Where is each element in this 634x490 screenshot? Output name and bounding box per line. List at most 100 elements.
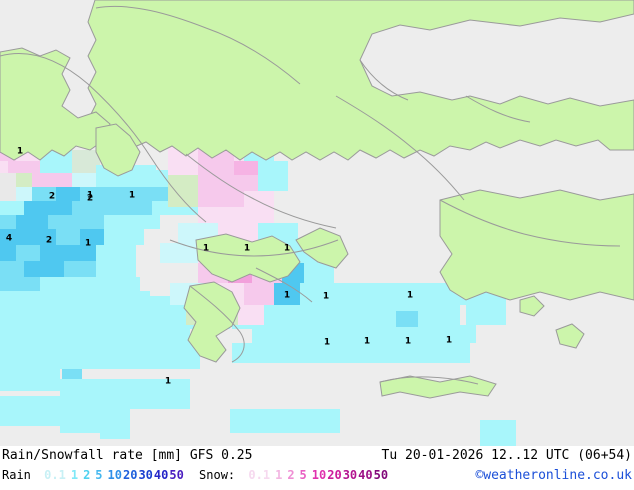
precip-cell (32, 187, 56, 201)
precip-value-label: 1 (84, 238, 92, 249)
precip-cell (56, 173, 72, 187)
precip-value-label: 1 (445, 335, 453, 346)
precip-cell (238, 305, 264, 325)
rain-scale-stops: 0.1 1 2 5 1020304050 (38, 468, 192, 482)
precip-cell (72, 173, 96, 187)
precip-cell (0, 277, 40, 291)
legend-stop: 40 (153, 468, 169, 482)
precip-cell (56, 229, 80, 245)
legend-stop: 30 (342, 468, 358, 482)
precip-cell (80, 229, 104, 245)
precip-cell (0, 369, 60, 391)
precip-cell (56, 187, 80, 201)
precip-value-label: 1 (322, 291, 330, 302)
precip-cell (24, 261, 64, 277)
precip-cell (40, 161, 72, 173)
precip-cell (0, 229, 24, 245)
precip-value-label: 4 (5, 233, 13, 244)
footer-row-title: Rain/Snowfall rate [mm] GFS 0.25 Tu 20-0… (0, 448, 634, 468)
precip-value-label: 1 (243, 243, 251, 254)
precip-cell (72, 150, 100, 173)
precip-cell (264, 305, 340, 325)
legend-stop: 30 (138, 468, 153, 482)
precip-value-label: 1 (283, 290, 291, 301)
legend-stop: 10 (107, 468, 122, 482)
geography-layer (0, 0, 634, 399)
precip-value-label: 1 (404, 336, 412, 347)
precip-cell (80, 187, 104, 201)
precip-cell (0, 245, 16, 261)
precip-cell (0, 291, 150, 313)
legend-stop: 2 (287, 468, 295, 482)
precip-cell (0, 261, 24, 277)
precip-cell (304, 263, 334, 283)
precip-cell (24, 201, 48, 215)
precip-cell (80, 277, 140, 291)
legend-spacer (388, 468, 396, 482)
precip-cell (104, 201, 152, 215)
precip-value-label: 1 (323, 337, 331, 348)
precip-cell (16, 173, 32, 187)
legend-spacer (184, 468, 192, 482)
footer: Rain/Snowfall rate [mm] GFS 0.25 Tu 20-0… (0, 446, 634, 490)
precip-cell (234, 161, 258, 175)
precip-cell (96, 261, 136, 277)
precip-cell (396, 311, 418, 327)
snow-legend-label: Snow: (199, 468, 236, 482)
precip-cell (198, 175, 258, 191)
precip-cell (104, 215, 160, 229)
precip-cell (244, 283, 274, 305)
precip-cell (104, 187, 152, 201)
legend-stop: 1 (275, 468, 283, 482)
precip-cell (198, 207, 244, 223)
precip-cell (232, 343, 300, 363)
precip-cell (104, 229, 144, 245)
precip-cell (40, 277, 80, 291)
legend-stop: 50 (373, 468, 389, 482)
precip-cell (0, 173, 16, 187)
precip-cell (96, 245, 136, 261)
precip-cell (0, 343, 200, 369)
precip-cell (48, 201, 72, 215)
legend-stop: 40 (358, 468, 373, 482)
precip-cell (168, 191, 198, 207)
precip-cell (64, 261, 96, 277)
legend-stop: 50 (169, 468, 184, 482)
precip-cell (252, 325, 276, 343)
legend-stop: 1 (70, 468, 79, 482)
coastlines (0, 6, 620, 384)
precip-cell (24, 229, 56, 245)
precip-value-label: 1 (86, 190, 94, 201)
precip-cell (0, 187, 16, 201)
legend-stop: 5 (299, 468, 307, 482)
copyright-link[interactable]: ©weatheronline.co.uk (475, 468, 632, 483)
forecast-timestamp: Tu 20-01-2026 12..12 UTC (06+54) (381, 448, 632, 463)
precip-value-label: 1 (283, 243, 291, 254)
legend-stop: 20 (327, 468, 342, 482)
legend-scale: Rain 0.1 1 2 5 1020304050 Snow: 0.1 1 2 5 102030… (2, 468, 396, 482)
precip-cell (168, 175, 198, 191)
precip-cell (0, 161, 8, 173)
precip-cell (0, 201, 24, 215)
precip-cell (258, 161, 288, 191)
precip-cell (16, 245, 40, 261)
legend-stop: 5 (95, 468, 103, 482)
legend-stop: 0.1 (248, 468, 271, 482)
precip-value-label: 1 (406, 290, 414, 301)
footer-row-legend: Rain 0.1 1 2 5 1020304050 Snow: 0.1 1 2 5 102030… (0, 468, 634, 488)
precip-cell (0, 396, 60, 426)
precip-cell (72, 215, 104, 229)
precip-value-label: 2 (48, 191, 56, 202)
legend-stop: 2 (83, 468, 91, 482)
precip-cell (32, 173, 56, 187)
legend-stop: 0.1 (44, 468, 66, 482)
precip-cell (230, 409, 340, 433)
precip-cell (0, 215, 16, 229)
precip-cell (16, 215, 48, 229)
precip-value-label: 1 (128, 190, 136, 201)
legend-stop: 20 (122, 468, 138, 482)
precip-value-label: 2 (45, 235, 53, 246)
precip-cell (60, 379, 190, 409)
